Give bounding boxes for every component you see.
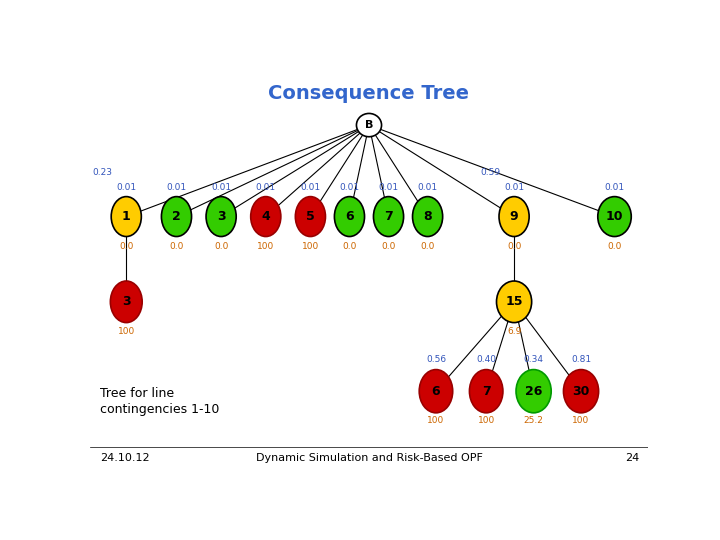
Text: 30: 30 <box>572 384 590 397</box>
Text: 10: 10 <box>606 210 624 223</box>
Text: 5: 5 <box>306 210 315 223</box>
Text: 1: 1 <box>122 210 130 223</box>
Text: 0.81: 0.81 <box>571 355 591 364</box>
Text: 24.10.12: 24.10.12 <box>100 453 150 463</box>
Text: 0.23: 0.23 <box>92 168 112 177</box>
Text: 2: 2 <box>172 210 181 223</box>
Text: 0.01: 0.01 <box>300 184 320 192</box>
Ellipse shape <box>251 197 281 237</box>
Ellipse shape <box>206 197 236 237</box>
Text: 25.2: 25.2 <box>523 416 544 425</box>
Text: Dynamic Simulation and Risk-Based OPF: Dynamic Simulation and Risk-Based OPF <box>256 453 482 463</box>
Text: 7: 7 <box>384 210 393 223</box>
Ellipse shape <box>499 197 529 237</box>
Text: 0.0: 0.0 <box>382 241 396 251</box>
Text: 0.0: 0.0 <box>507 241 521 251</box>
Text: 0.01: 0.01 <box>116 184 136 192</box>
Text: 0.01: 0.01 <box>504 184 524 192</box>
Ellipse shape <box>469 369 503 413</box>
Ellipse shape <box>374 197 404 237</box>
Text: 0.01: 0.01 <box>211 184 231 192</box>
Text: contingencies 1-10: contingencies 1-10 <box>100 403 220 416</box>
Ellipse shape <box>497 281 531 322</box>
Ellipse shape <box>413 197 443 237</box>
Text: B: B <box>365 120 373 130</box>
Ellipse shape <box>516 369 552 413</box>
Text: 0.34: 0.34 <box>523 355 544 364</box>
Text: 4: 4 <box>261 210 270 223</box>
Text: 100: 100 <box>257 241 274 251</box>
Text: 15: 15 <box>505 295 523 308</box>
Text: 6: 6 <box>432 384 440 397</box>
Text: 3: 3 <box>217 210 225 223</box>
Text: 100: 100 <box>117 327 135 336</box>
Text: 0.0: 0.0 <box>342 241 356 251</box>
Text: 0.01: 0.01 <box>256 184 276 192</box>
Text: 100: 100 <box>302 241 319 251</box>
Text: Consequence Tree: Consequence Tree <box>269 84 469 103</box>
Text: 0.01: 0.01 <box>379 184 399 192</box>
Text: 9: 9 <box>510 210 518 223</box>
Ellipse shape <box>564 369 598 413</box>
Text: 0.0: 0.0 <box>214 241 228 251</box>
Text: 0.0: 0.0 <box>119 241 133 251</box>
Ellipse shape <box>111 197 141 237</box>
Text: 100: 100 <box>428 416 444 425</box>
Text: 3: 3 <box>122 295 130 308</box>
Text: 0.40: 0.40 <box>476 355 496 364</box>
Text: 24: 24 <box>626 453 639 463</box>
Ellipse shape <box>334 197 364 237</box>
Ellipse shape <box>110 281 142 322</box>
Text: 0.01: 0.01 <box>418 184 438 192</box>
Text: 0.56: 0.56 <box>426 355 446 364</box>
Text: 8: 8 <box>423 210 432 223</box>
Text: 100: 100 <box>572 416 590 425</box>
Text: Tree for line: Tree for line <box>100 387 174 400</box>
Ellipse shape <box>161 197 192 237</box>
Text: 0.0: 0.0 <box>420 241 435 251</box>
Text: 26: 26 <box>525 384 542 397</box>
Text: 0.59: 0.59 <box>480 168 500 177</box>
Text: 0.01: 0.01 <box>166 184 186 192</box>
Ellipse shape <box>295 197 325 237</box>
Ellipse shape <box>419 369 453 413</box>
Text: 0.0: 0.0 <box>169 241 184 251</box>
Text: 100: 100 <box>477 416 495 425</box>
Ellipse shape <box>598 197 631 237</box>
Text: 6.9: 6.9 <box>507 327 521 336</box>
Text: 0.0: 0.0 <box>608 241 621 251</box>
Text: 0.01: 0.01 <box>339 184 359 192</box>
Text: 7: 7 <box>482 384 490 397</box>
Ellipse shape <box>356 113 382 137</box>
Text: 6: 6 <box>345 210 354 223</box>
Text: 0.01: 0.01 <box>605 184 624 192</box>
